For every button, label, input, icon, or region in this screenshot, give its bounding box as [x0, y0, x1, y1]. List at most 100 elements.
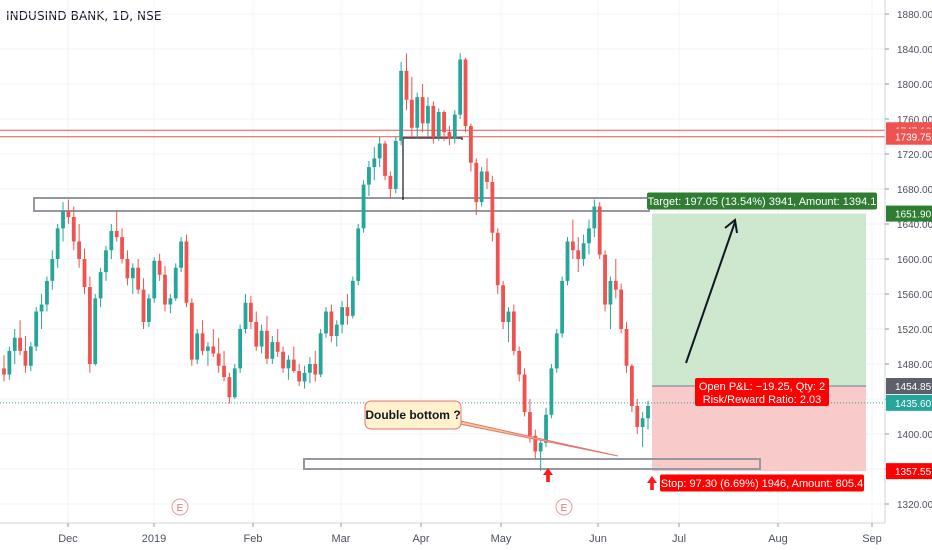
candle-body — [195, 333, 200, 360]
candle-body — [560, 280, 565, 334]
candle-body — [23, 350, 28, 366]
candle-body — [168, 298, 173, 305]
up-arrow-icon — [543, 468, 553, 482]
candle-body — [367, 167, 371, 185]
price-tick-label: 1400.00 — [897, 430, 932, 441]
candle-body — [592, 206, 597, 229]
candle-body — [581, 243, 586, 259]
candle-body — [66, 210, 71, 217]
up-arrow-icon — [647, 476, 657, 490]
candle-body — [576, 250, 581, 259]
candle-body — [554, 333, 559, 369]
stop-label-text: Stop: 97.30 (6.69%) 1946, Amount: 805.4 — [661, 478, 863, 490]
candle-body — [189, 302, 194, 360]
candle-body — [415, 97, 420, 128]
earnings-icon — [171, 498, 189, 516]
candle-body — [469, 126, 473, 163]
price-tick-label: 1560.00 — [897, 290, 932, 301]
candle-body — [334, 324, 339, 336]
candle-body — [120, 237, 124, 259]
candle-body — [474, 162, 479, 203]
candle-body — [87, 287, 92, 364]
candle-body — [34, 311, 39, 347]
price-badge — [886, 205, 932, 222]
candle-body — [420, 97, 425, 124]
trend-arrow-line — [685, 221, 736, 364]
candle-body — [613, 280, 618, 290]
candle-body — [436, 112, 441, 137]
price-badge — [886, 463, 932, 480]
candle-body — [393, 140, 398, 189]
candle-body — [506, 311, 511, 322]
candle-body — [275, 342, 280, 352]
candle-body — [624, 329, 629, 366]
candle-body — [345, 307, 350, 316]
drawings: Double bottom ? E E — [171, 218, 738, 516]
candle-body — [114, 231, 119, 238]
candle-body — [211, 346, 216, 354]
candle-body — [646, 406, 650, 419]
candle-body — [538, 442, 543, 452]
price-tick-label: 1320.00 — [897, 500, 932, 511]
candle-body — [372, 158, 377, 168]
candle-body — [630, 365, 634, 406]
time-axis: Dec 2019 Feb Mar Apr May Jun Jul Aug Sep — [0, 522, 885, 550]
candle-body — [447, 132, 452, 139]
candle-body — [45, 280, 49, 305]
candle-body — [442, 112, 446, 133]
time-tick-label: Jul — [672, 533, 686, 545]
position-zones — [652, 213, 866, 472]
candle-body — [388, 175, 393, 189]
callout-text: Double bottom ? — [365, 408, 460, 422]
price-tick-label: 1880.00 — [897, 10, 932, 21]
candle-body — [431, 105, 436, 137]
candle-body — [173, 267, 178, 299]
time-tick-label: 2019 — [142, 533, 166, 545]
time-tick-label: Aug — [768, 533, 788, 545]
position-labels: Target: 197.05 (13.54%) 3941, Amount: 13… — [647, 192, 877, 492]
price-badge-label: 1435.60 — [895, 399, 932, 410]
candle-body — [297, 371, 302, 382]
candle-body — [157, 260, 162, 275]
candle-body — [383, 143, 387, 176]
candle-body — [463, 59, 468, 126]
candle-body — [291, 359, 296, 371]
candle-body — [259, 330, 264, 347]
candle-body — [619, 289, 624, 329]
price-tick-label: 1520.00 — [897, 325, 932, 336]
candle-body — [130, 267, 135, 279]
time-tick-label: Feb — [244, 533, 263, 545]
price-axis: 1320.001360.001400.001440.001480.001520.… — [884, 0, 932, 550]
candle-body — [286, 359, 291, 369]
candle-body — [409, 99, 414, 128]
candle-body — [329, 311, 334, 336]
candle-body — [426, 105, 430, 124]
target-label-bg — [647, 192, 877, 210]
candle-body — [533, 435, 538, 452]
candle-body — [7, 350, 12, 375]
candle-body — [281, 351, 285, 369]
time-tick-label: Apr — [412, 533, 429, 545]
support-box — [303, 458, 761, 470]
candle-body — [238, 329, 243, 369]
price-badge — [886, 128, 932, 145]
price-tick-label: 1480.00 — [897, 360, 932, 371]
candle-body — [597, 206, 602, 255]
time-tick-label: Sep — [862, 533, 882, 545]
candle-body — [141, 289, 146, 322]
candle-body — [544, 414, 548, 443]
candle-body — [109, 231, 114, 251]
candle-body — [82, 259, 87, 287]
candle-body — [184, 241, 189, 303]
candle-body — [565, 241, 570, 281]
candle-body — [104, 250, 108, 273]
time-tick-label: Mar — [332, 533, 351, 545]
candle-body — [179, 241, 183, 268]
time-tick-label: Jun — [589, 533, 607, 545]
price-badge-label: 1651.90 — [895, 210, 932, 221]
candle-body — [350, 280, 355, 316]
time-tick-label: May — [491, 533, 512, 545]
price-tick-label: 1600.00 — [897, 255, 932, 266]
